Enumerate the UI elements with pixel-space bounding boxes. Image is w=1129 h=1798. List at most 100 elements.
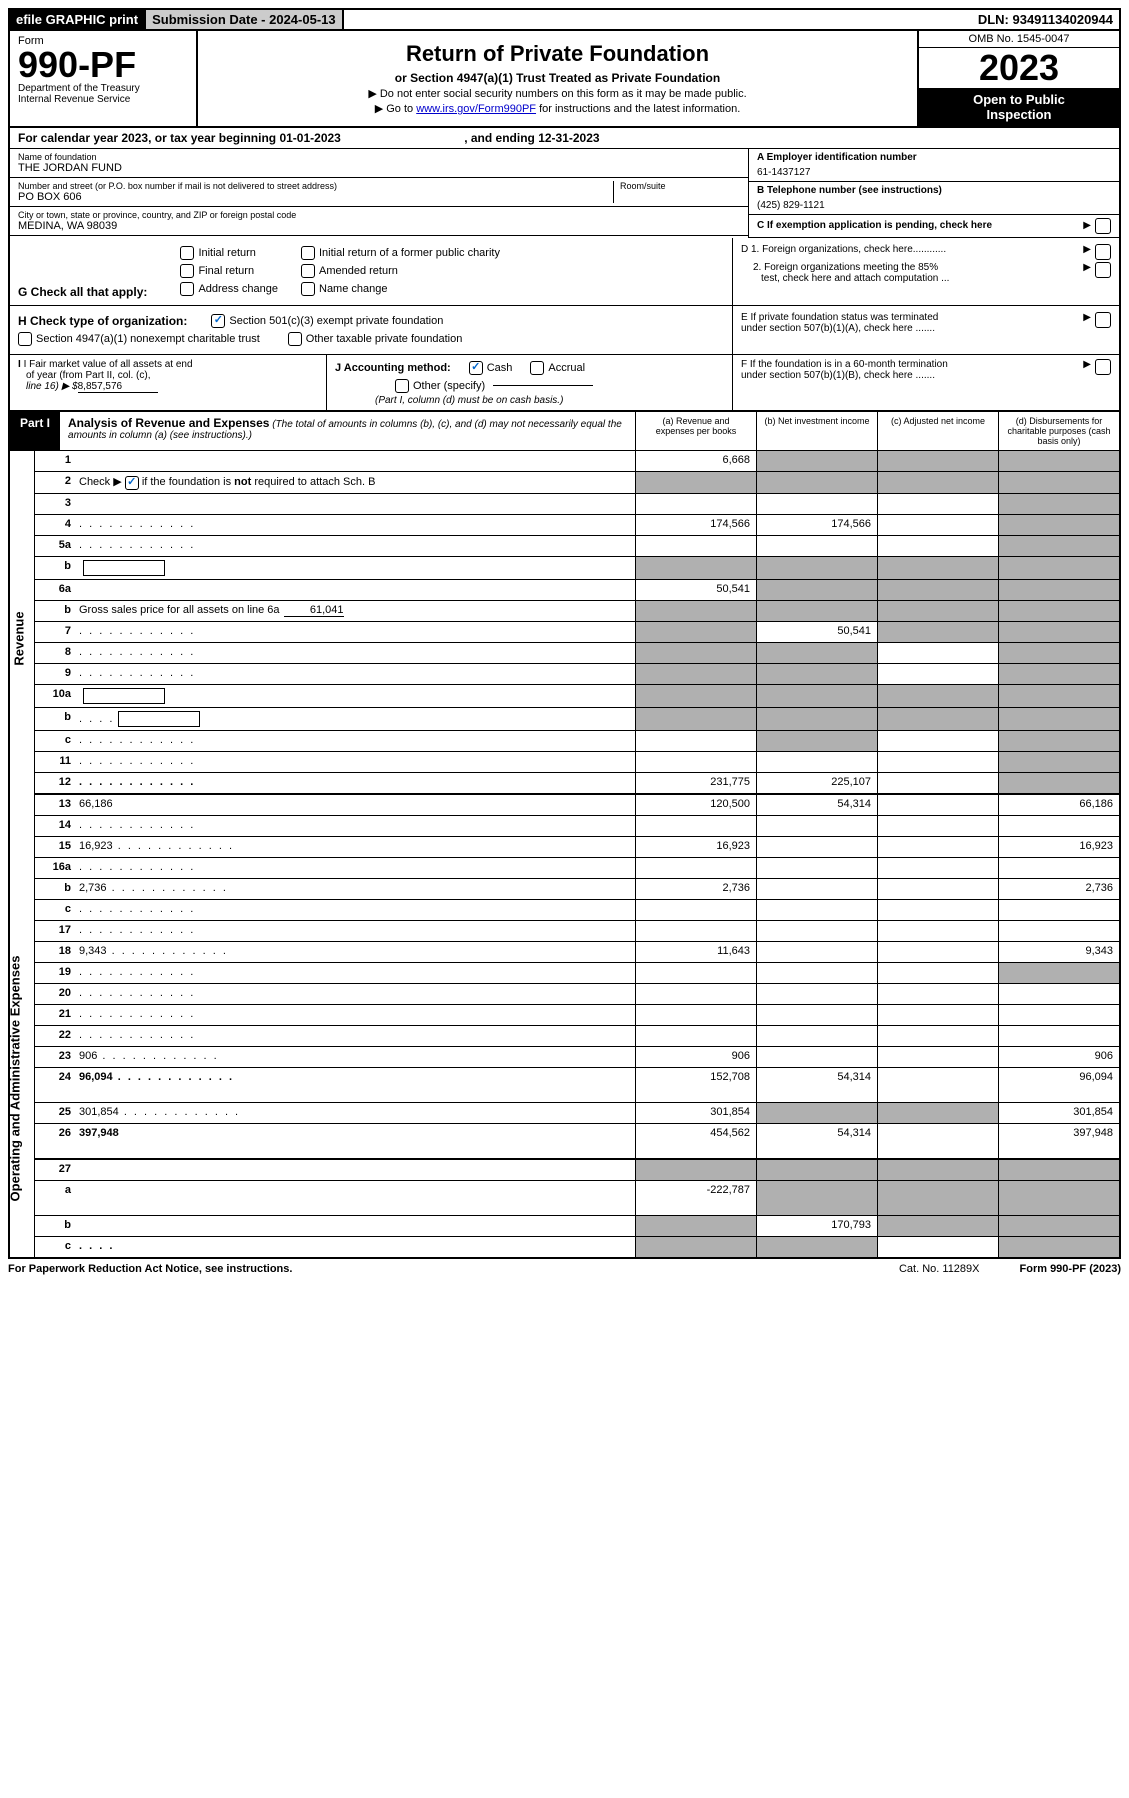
amount-cell-a: [635, 858, 756, 878]
table-row: 16,668: [35, 451, 1119, 472]
amount-cell-d: [998, 536, 1119, 556]
line-description: 96,094: [75, 1068, 635, 1102]
table-row: 23906906906: [35, 1047, 1119, 1068]
inline-amount-box: [118, 711, 200, 727]
instr-1: ▶ Do not enter social security numbers o…: [204, 87, 911, 100]
line-description: [75, 515, 635, 535]
line-description: [75, 1181, 635, 1215]
amount-cell-a: [635, 557, 756, 579]
other-method-checkbox[interactable]: [395, 379, 409, 393]
amount-cell-a: 174,566: [635, 515, 756, 535]
line-number: 21: [35, 1005, 75, 1025]
amount-cell-b: [756, 708, 877, 730]
amount-cell-a: [635, 685, 756, 707]
amount-cell-d: [998, 1237, 1119, 1257]
section-h: H Check type of organization: Section 50…: [10, 306, 732, 354]
table-row: 4174,566174,566: [35, 515, 1119, 536]
amount-cell-a: [635, 984, 756, 1004]
line-description: Gross sales price for all assets on line…: [75, 601, 635, 621]
amount-cell-d: [998, 1026, 1119, 1046]
line-number: 11: [35, 752, 75, 772]
amount-cell-b: [756, 451, 877, 471]
table-row: 17: [35, 921, 1119, 942]
amount-cell-c: [877, 795, 998, 815]
table-row: 21: [35, 1005, 1119, 1026]
table-row: 25301,854301,854301,854: [35, 1103, 1119, 1124]
line-number: 25: [35, 1103, 75, 1123]
amount-cell-b: [756, 942, 877, 962]
inline-amount-box: [83, 688, 165, 704]
f-checkbox[interactable]: [1095, 359, 1111, 375]
table-row: a -222,787: [35, 1181, 1119, 1216]
line-description: 16,923: [75, 837, 635, 857]
amount-cell-d: [998, 494, 1119, 514]
efile-label[interactable]: efile GRAPHIC print: [10, 10, 146, 29]
line-number: a: [35, 1181, 75, 1215]
amount-cell-c: [877, 494, 998, 514]
cash-checkbox[interactable]: [469, 361, 483, 375]
amount-cell-a: 301,854: [635, 1103, 756, 1123]
4947-checkbox[interactable]: [18, 332, 32, 346]
amount-cell-b: 225,107: [756, 773, 877, 793]
amount-cell-a: [635, 472, 756, 493]
amount-cell-a: [635, 643, 756, 663]
amount-cell-b: [756, 557, 877, 579]
e-checkbox[interactable]: [1095, 312, 1111, 328]
line-number: 5a: [35, 536, 75, 556]
amount-cell-d: [998, 1216, 1119, 1236]
line-number: 16a: [35, 858, 75, 878]
exemption-checkbox[interactable]: [1095, 218, 1111, 234]
address-change-checkbox[interactable]: [180, 282, 194, 296]
amount-cell-d: [998, 921, 1119, 941]
name-change-checkbox[interactable]: [301, 282, 315, 296]
initial-former-checkbox[interactable]: [301, 246, 315, 260]
data-table: Revenue Operating and Administrative Exp…: [8, 451, 1121, 1259]
amount-cell-a: [635, 921, 756, 941]
accrual-checkbox[interactable]: [530, 361, 544, 375]
amount-cell-a: [635, 963, 756, 983]
irs-link[interactable]: www.irs.gov/Form990PF: [416, 103, 536, 115]
amount-cell-d: 9,343: [998, 942, 1119, 962]
table-row: 5a: [35, 536, 1119, 557]
table-row: b2,7362,7362,736: [35, 879, 1119, 900]
line-description: [75, 963, 635, 983]
d1-checkbox[interactable]: [1095, 244, 1111, 260]
final-return-checkbox[interactable]: [180, 264, 194, 278]
foundation-address: PO BOX 606: [18, 191, 613, 203]
opex-label: Operating and Administrative Expenses: [7, 955, 22, 1201]
amount-cell-a: [635, 900, 756, 920]
amount-cell-d: 906: [998, 1047, 1119, 1067]
amount-cell-c: [877, 837, 998, 857]
amount-cell-a: [635, 601, 756, 621]
col-c-header: (c) Adjusted net income: [877, 412, 998, 450]
501c3-checkbox[interactable]: [211, 314, 225, 328]
dln: DLN: 93491134020944: [972, 10, 1119, 29]
amended-return-checkbox[interactable]: [301, 264, 315, 278]
top-bar: efile GRAPHIC print Submission Date - 20…: [8, 8, 1121, 31]
line-description: [75, 1026, 635, 1046]
section-i: I I Fair market value of all assets at e…: [10, 355, 327, 410]
amount-cell-b: [756, 837, 877, 857]
d2-checkbox[interactable]: [1095, 262, 1111, 278]
line-description: [75, 685, 635, 707]
line-number: 18: [35, 942, 75, 962]
initial-return-checkbox[interactable]: [180, 246, 194, 260]
amount-cell-b: [756, 472, 877, 493]
sch-b-checkbox[interactable]: [125, 476, 139, 490]
line-number: 2: [35, 472, 75, 493]
address-cell: Number and street (or P.O. box number if…: [10, 178, 748, 207]
line-number: 23: [35, 1047, 75, 1067]
amount-cell-c: [877, 1237, 998, 1257]
phone-cell: B Telephone number (see instructions) (4…: [749, 182, 1119, 215]
line-number: 10a: [35, 685, 75, 707]
amount-cell-a: [635, 536, 756, 556]
footer-cat: Cat. No. 11289X: [899, 1263, 980, 1275]
amount-cell-a: -222,787: [635, 1181, 756, 1215]
amount-cell-c: [877, 1124, 998, 1158]
part1-header: Part I Analysis of Revenue and Expenses …: [8, 412, 1121, 451]
amount-cell-d: [998, 1160, 1119, 1180]
other-taxable-checkbox[interactable]: [288, 332, 302, 346]
line-description: [75, 1216, 635, 1236]
line-number: b: [35, 708, 75, 730]
form-header: Form 990-PF Department of the Treasury I…: [8, 31, 1121, 128]
